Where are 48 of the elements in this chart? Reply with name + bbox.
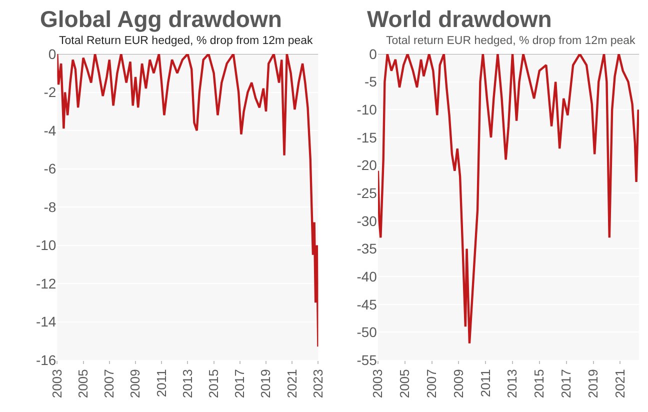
y-tick-label: -20 [356,157,378,174]
x-tick-label: 2021 [284,369,300,398]
x-tick-label: 2005 [397,369,412,398]
y-tick-label: -30 [356,212,378,229]
x-tick-label: 2013 [504,369,520,398]
y-tick-label: -10 [36,237,56,254]
x-tick-label: 2019 [585,369,600,398]
x-tick-label: 2011 [154,369,169,398]
y-tick-label: -8 [44,198,56,215]
y-tick-label: 0 [369,46,378,62]
y-tick-label: -40 [356,268,378,284]
y-tick-label: -10 [356,102,378,118]
x-tick-label: 2015 [206,369,222,398]
x-tick-label: 2011 [478,369,493,398]
y-tick-label: -45 [356,296,378,312]
x-tick-label: 2003 [370,369,386,398]
x-tick-label: 2015 [532,369,547,398]
y-tick-label: 0 [48,46,56,62]
y-tick-label: -4 [44,122,56,138]
y-tick-label: -16 [36,352,56,368]
x-tick-label: 2007 [424,369,440,398]
x-tick-label: 2019 [258,369,274,398]
x-tick-label: 2021 [612,369,628,398]
x-tick-label: 2003 [49,369,64,398]
line-series [378,54,639,344]
y-tick-label: -12 [36,275,56,292]
y-tick-label: -6 [44,160,56,177]
chart-subtitle: Total return EUR hedged, % drop from 12m peak [386,35,636,47]
x-tick-label: 2013 [180,369,195,398]
x-tick-label: 2023 [310,369,326,398]
line-series [57,54,318,348]
y-tick-label: -50 [356,324,378,340]
x-tick-label: 2009 [450,369,466,398]
chart-title: World drawdown [367,6,552,32]
chart-title: Global Agg drawdown [40,6,282,32]
y-tick-label: -35 [356,240,378,257]
x-tick-label: 2009 [128,369,143,398]
y-tick-label: -2 [44,84,56,100]
chart-subtitle: Total Return EUR hedged, % drop from 12m peak [59,35,314,47]
x-tick-label: 2017 [232,369,248,398]
y-tick-label: -14 [36,314,56,330]
x-tick-label: 2005 [76,369,90,398]
x-tick-label: 2007 [102,369,117,398]
y-tick-label: -25 [356,184,378,201]
y-tick-label: -55 [356,352,378,368]
y-tick-label: -5 [364,74,378,90]
x-tick-label: 2017 [558,369,574,398]
y-tick-label: -15 [356,129,378,146]
